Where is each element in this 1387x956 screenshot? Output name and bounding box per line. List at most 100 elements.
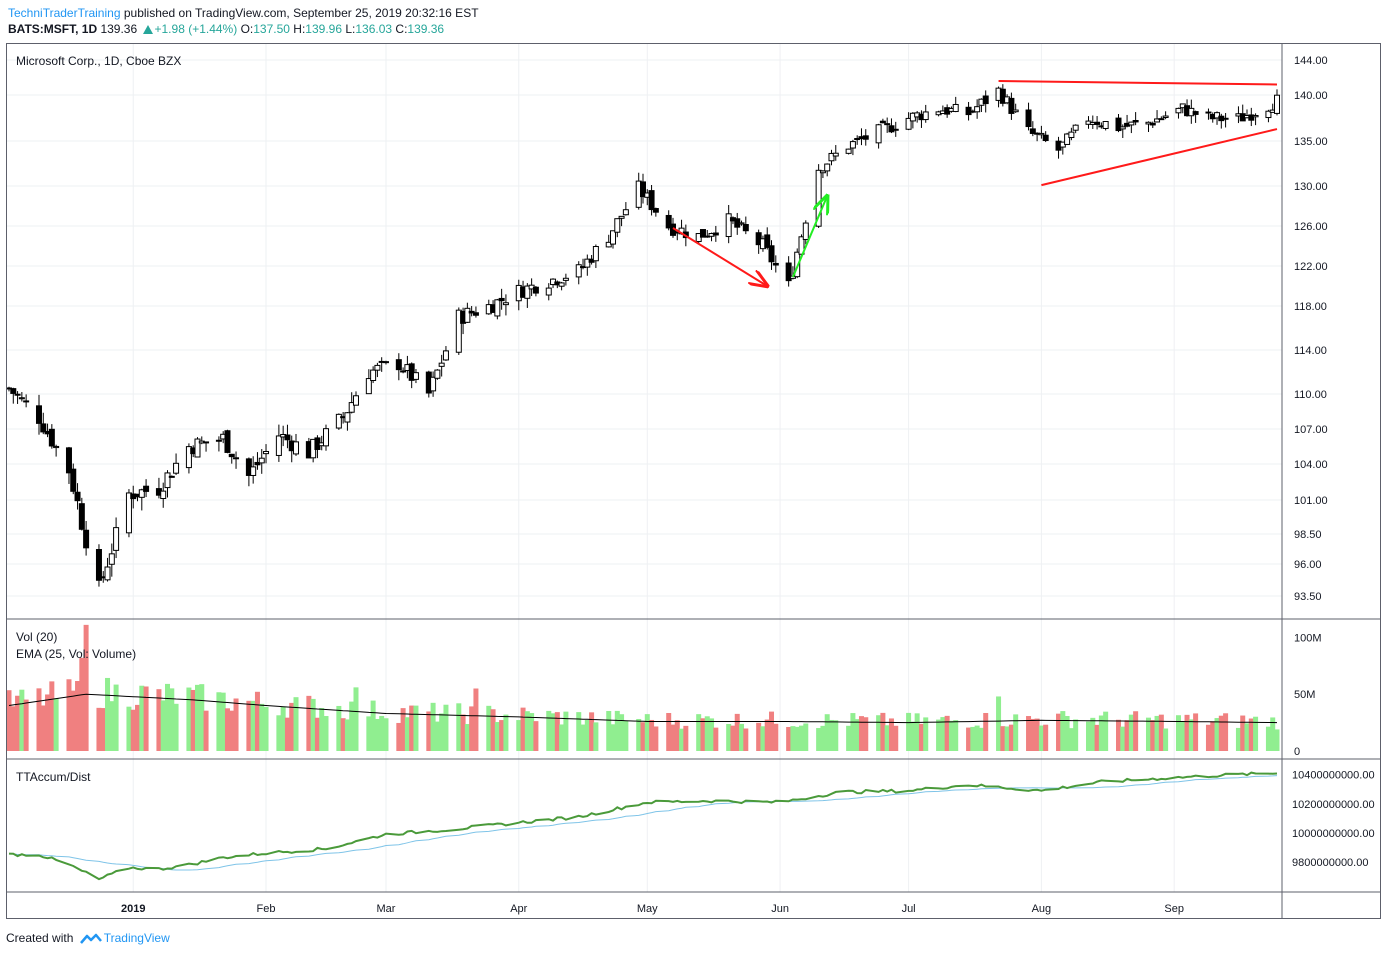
tradingview-logo-icon bbox=[79, 933, 102, 944]
candle-body bbox=[284, 434, 291, 441]
volume-bar bbox=[293, 697, 299, 751]
price-tick-label: 140.00 bbox=[1294, 90, 1328, 102]
created-with-label: Created with bbox=[6, 931, 74, 945]
volume-bar bbox=[1163, 728, 1169, 751]
candle-body bbox=[18, 397, 25, 400]
candle-body bbox=[922, 111, 929, 121]
volume-bar bbox=[1090, 717, 1096, 751]
candle-body bbox=[1162, 115, 1169, 118]
candle-body bbox=[1132, 119, 1139, 123]
candle-body bbox=[712, 232, 719, 236]
volume-bar bbox=[726, 724, 732, 751]
price-tick-label: 126.00 bbox=[1294, 221, 1328, 233]
candle-body bbox=[275, 435, 282, 456]
green-arrow bbox=[792, 196, 827, 278]
volume-bar bbox=[190, 689, 196, 751]
volume-bar bbox=[546, 710, 552, 751]
volume-bar bbox=[636, 718, 642, 751]
candle-body bbox=[233, 457, 240, 460]
volume-bar bbox=[743, 728, 749, 751]
candle-body bbox=[442, 350, 449, 361]
volume-bar bbox=[1133, 711, 1139, 751]
volume-bar bbox=[918, 723, 924, 751]
volume-bar bbox=[858, 716, 864, 751]
volume-bar bbox=[224, 708, 230, 751]
volume-bar bbox=[529, 713, 535, 751]
volume-bar bbox=[893, 725, 899, 751]
volume-bar bbox=[233, 698, 239, 751]
candle-body bbox=[412, 372, 419, 380]
volume-bar bbox=[75, 681, 81, 751]
volume-bar bbox=[516, 720, 522, 751]
chart-canvas[interactable]: 144.00 140.00 135.00 130.00 126.00 122.00 118.… bbox=[7, 44, 1380, 918]
candle-body bbox=[1274, 94, 1280, 114]
volume-bar bbox=[1128, 714, 1134, 751]
volume-bar bbox=[846, 725, 852, 751]
price-tick-label: 93.50 bbox=[1294, 591, 1322, 603]
volume-bar bbox=[760, 726, 766, 751]
accum-tick-label: 9800000000.00 bbox=[1292, 857, 1368, 869]
volume-bar bbox=[713, 727, 719, 751]
volume-bar bbox=[820, 725, 826, 751]
candle-body bbox=[974, 106, 981, 113]
x-tick-label: Aug bbox=[1032, 903, 1052, 915]
volume-bar bbox=[576, 712, 582, 751]
candle-body bbox=[352, 395, 359, 406]
tradingview-link[interactable]: TradingView bbox=[103, 931, 170, 945]
low-label: L: bbox=[345, 22, 356, 36]
volume-bar bbox=[1205, 724, 1211, 751]
volume-bar bbox=[503, 714, 509, 751]
volume-bar bbox=[589, 712, 595, 751]
volume-bar bbox=[1223, 713, 1229, 751]
candle-body bbox=[1154, 118, 1161, 123]
price-tick-label: 98.50 bbox=[1294, 529, 1322, 541]
x-tick-label: 2019 bbox=[121, 903, 145, 915]
volume-bar bbox=[109, 701, 115, 751]
candle-body bbox=[652, 208, 659, 213]
volume-tick-label: 50M bbox=[1294, 689, 1315, 701]
volume-bar bbox=[619, 714, 625, 751]
volume-bar bbox=[1235, 727, 1241, 751]
candlesticks bbox=[7, 84, 1280, 587]
volume-bar bbox=[1175, 715, 1181, 751]
volume-ema-title: EMA (25, Vol: Volume) bbox=[16, 647, 137, 661]
chart-container[interactable]: 144.00 140.00 135.00 130.00 126.00 122.00 118.… bbox=[6, 43, 1381, 919]
candle-body bbox=[215, 439, 222, 442]
price-tick-label: 110.00 bbox=[1294, 389, 1327, 401]
volume-bar bbox=[653, 726, 659, 751]
candle-body bbox=[104, 566, 111, 581]
volume-bar bbox=[559, 724, 565, 751]
volume-bar bbox=[696, 714, 702, 751]
volume-bar bbox=[1184, 714, 1190, 751]
volume-bar bbox=[1193, 713, 1199, 751]
candle-body bbox=[849, 141, 856, 149]
volume-bar bbox=[970, 726, 976, 751]
volume-bar bbox=[1056, 713, 1062, 751]
grid bbox=[7, 44, 1282, 892]
volume-bar bbox=[336, 705, 342, 751]
volume-bar bbox=[1043, 724, 1049, 751]
candle-body bbox=[742, 224, 749, 232]
symbol-header: BATS:MSFT, 1D 139.36 +1.98 (+1.44%) O:13… bbox=[8, 21, 444, 37]
volume-bar bbox=[220, 692, 226, 751]
price-tick-label: 114.00 bbox=[1294, 345, 1327, 357]
volume-bar bbox=[443, 704, 449, 751]
x-tick-label: Jul bbox=[902, 903, 916, 915]
volume-bar bbox=[1240, 715, 1246, 751]
volume-bar bbox=[1068, 728, 1074, 751]
candle-body bbox=[502, 302, 509, 306]
price-tick-label: 122.00 bbox=[1294, 261, 1328, 273]
author-link[interactable]: TechniTraderTraining bbox=[8, 6, 121, 20]
volume-bar bbox=[486, 705, 492, 751]
volume-bar bbox=[828, 719, 834, 751]
volume-bar bbox=[769, 711, 775, 751]
candle-body bbox=[472, 312, 479, 316]
volume-bar bbox=[36, 688, 42, 751]
volume-bar bbox=[1158, 714, 1164, 751]
volume-bar bbox=[165, 683, 170, 751]
volume-bar bbox=[160, 700, 166, 751]
volume-bar bbox=[7, 690, 12, 751]
volume-bar bbox=[910, 721, 916, 751]
volume-bar bbox=[1214, 718, 1220, 751]
volume-bar bbox=[1116, 719, 1121, 751]
